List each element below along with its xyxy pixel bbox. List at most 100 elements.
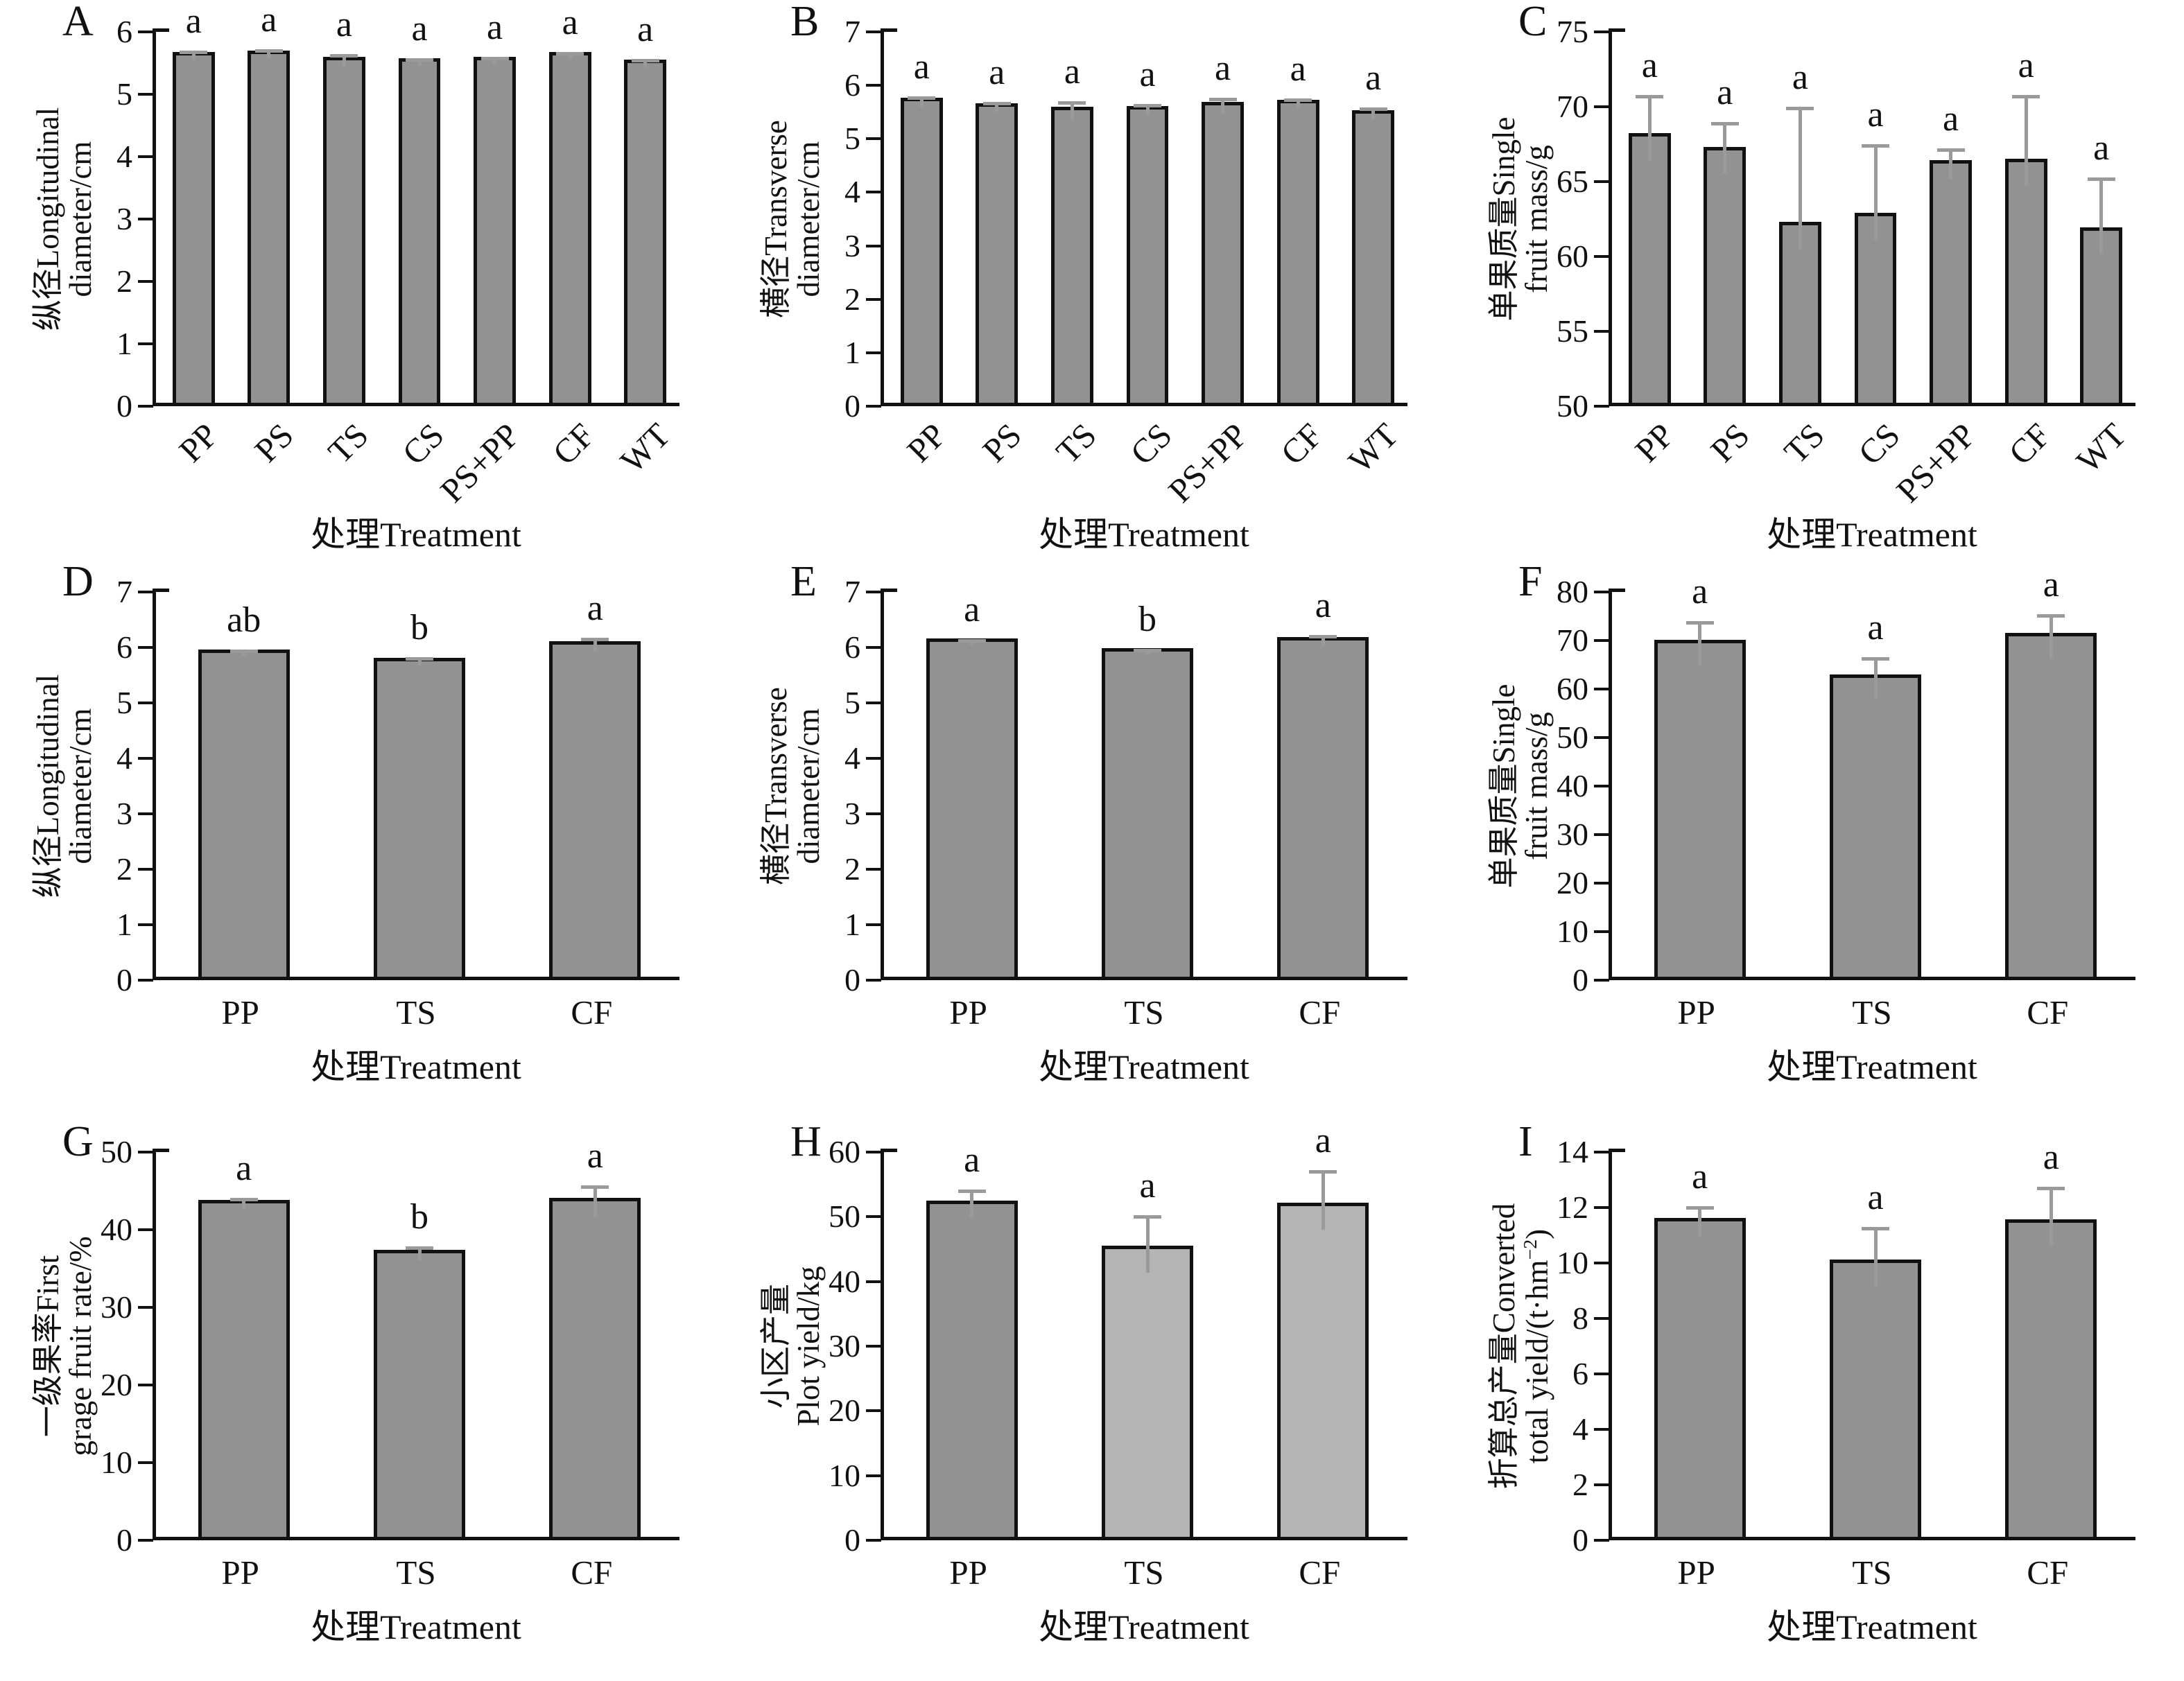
error-bar-cap	[254, 49, 283, 53]
y-tick-label: 6	[116, 629, 132, 665]
significance-letter: a	[336, 4, 352, 44]
y-tick-label: 20	[829, 1393, 860, 1429]
y-axis-title-line1: 小区产量	[759, 1284, 793, 1409]
significance-letter: a	[1867, 1178, 1884, 1217]
error-bar	[1221, 97, 1225, 114]
y-tick-label: 6	[844, 67, 860, 103]
x-tick-label: TS	[396, 993, 436, 1031]
y-tick-label: 2	[116, 851, 132, 887]
y-tick-label: 65	[1557, 164, 1588, 199]
error-bar	[643, 58, 648, 68]
error-bar-cap	[229, 650, 258, 654]
significance-letter: a	[2043, 565, 2059, 605]
y-tick-label: 3	[116, 201, 132, 236]
bar	[1830, 1260, 1921, 1537]
x-tick-label: CF	[571, 1553, 613, 1592]
x-tick-label: PS	[247, 415, 301, 470]
y-tick	[138, 405, 153, 408]
y-tick-label: 6	[116, 14, 132, 49]
error-bar-cap	[1309, 635, 1337, 639]
bar	[1830, 674, 1921, 977]
y-tick	[866, 244, 881, 247]
significance-letter: a	[1315, 586, 1331, 626]
error-bar	[342, 53, 346, 67]
y-tick	[866, 1280, 881, 1283]
error-bar	[191, 51, 196, 61]
y-tick	[866, 137, 881, 141]
y-tick	[138, 1461, 153, 1464]
error-bar	[2024, 94, 2028, 186]
y-tick	[866, 1474, 881, 1477]
y-tick-label: 50	[1557, 720, 1588, 755]
y-tick-label: 5	[844, 121, 860, 157]
y-axis-title: 纵径Longitudinal diameter/cm	[31, 588, 98, 984]
x-tick-label: CF	[545, 415, 602, 473]
y-tick-label: 3	[844, 796, 860, 831]
x-axis-title: 处理Treatment	[1767, 515, 1977, 554]
y-tick-label: 10	[1557, 914, 1588, 949]
significance-letter: a	[1692, 1157, 1708, 1196]
significance-letter: a	[562, 2, 578, 42]
error-bar	[568, 51, 572, 60]
error-bar	[1873, 656, 1878, 699]
y-axis-title-line2: Plot yield/kg	[791, 1266, 826, 1427]
error-bar-cap	[2087, 177, 2115, 181]
error-bar-cap	[1309, 1170, 1337, 1174]
error-bar	[1949, 148, 1953, 179]
bar	[1277, 636, 1369, 977]
bar	[374, 1249, 465, 1537]
y-tick	[1594, 688, 1609, 690]
bar	[172, 52, 215, 403]
bar	[1202, 102, 1244, 403]
error-bar	[417, 1246, 422, 1260]
panel-label-f: F	[1518, 558, 1543, 605]
y-tick-label: 60	[829, 1134, 860, 1169]
error-bar-cap	[1936, 148, 1965, 153]
significance-letter: a	[964, 1140, 980, 1181]
y-tick-label: 10	[1557, 1245, 1588, 1280]
significance-letter: a	[1139, 1166, 1156, 1206]
x-tick-label: PP	[221, 1553, 259, 1592]
x-tick-label: PS+PP	[1160, 415, 1255, 510]
y-tick	[1594, 330, 1609, 333]
bar	[398, 58, 441, 403]
error-bar-cap	[556, 51, 584, 55]
plot-area: 0 1 2 3 4 5 6 7 a b a	[844, 576, 1407, 996]
x-axis-title: 处理Treatment	[1039, 515, 1249, 554]
x-tick-label: WT	[1340, 415, 1405, 480]
y-tick-label: 10	[829, 1457, 860, 1493]
y-tick-label: 55	[1557, 313, 1588, 349]
bar	[1102, 648, 1193, 977]
x-axis-title: 处理Treatment	[311, 1608, 521, 1646]
significance-letter: a	[587, 1136, 603, 1176]
significance-letter: a	[1692, 572, 1708, 611]
y-tick-label: 0	[844, 962, 860, 998]
x-axis-title: 处理Treatment	[1039, 1608, 1249, 1646]
y-tick	[1594, 1151, 1609, 1153]
y-tick	[866, 1345, 881, 1348]
y-tick-label: 70	[1557, 622, 1588, 658]
error-bar	[1873, 144, 1878, 240]
y-axis-title-line1: 横径Transverse	[759, 687, 793, 885]
error-bar-cap	[1284, 98, 1312, 102]
significance-letter: a	[1315, 1121, 1331, 1161]
error-bar-cap	[1058, 101, 1086, 105]
plot-area: 0 2 4 6 8 10 12 14 a a a	[1557, 1136, 2135, 1556]
x-tick-label: CS	[395, 415, 451, 473]
y-tick-label: 6	[844, 629, 860, 665]
y-axis-title-line1: 纵径Longitudinal	[31, 674, 65, 898]
y-axis-title-line2: diameter/cm	[791, 141, 826, 297]
y-tick	[866, 979, 881, 982]
error-bar	[417, 58, 422, 66]
y-tick	[866, 351, 881, 354]
error-bar-cap	[957, 1190, 986, 1194]
significance-letter: a	[1867, 95, 1884, 134]
panel-f: F 单果质量Single fruit mass/g PP TS CF 0 10 20 30 40 50…	[1456, 560, 2184, 1120]
y-tick-label: 3	[116, 796, 132, 831]
y-tick	[866, 1215, 881, 1219]
error-bar-cap	[229, 1198, 258, 1202]
y-tick	[138, 979, 153, 982]
error-bar	[1698, 621, 1702, 665]
significance-letter: a	[637, 9, 654, 49]
